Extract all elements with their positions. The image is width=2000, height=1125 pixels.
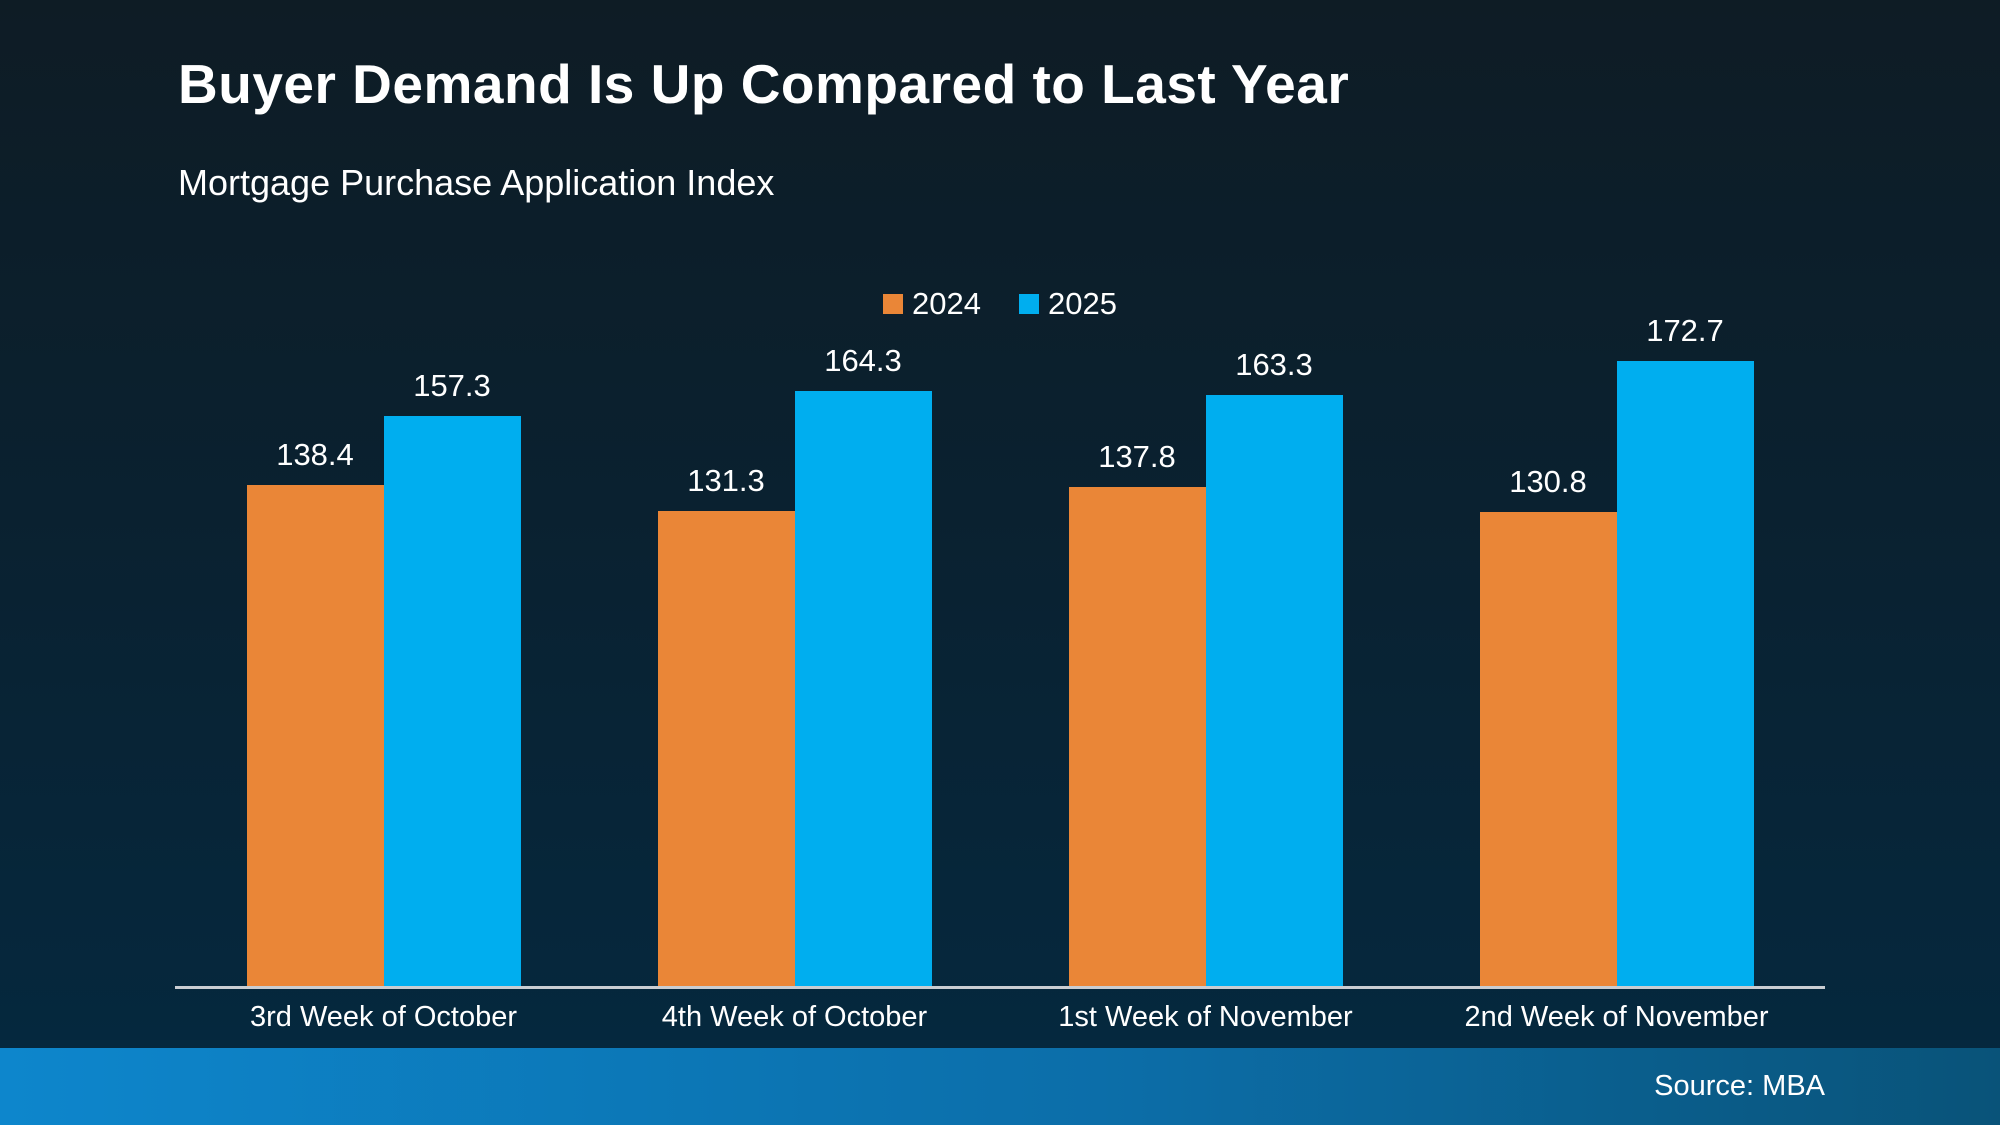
x-axis-label-week3: 1st Week of November <box>1058 1001 1353 1033</box>
value-label-2024-week2: 131.3 <box>687 462 765 498</box>
bar-col-2024-week2: 131.3 <box>657 298 795 986</box>
bar-2025-week1 <box>383 416 521 986</box>
bar-group-week2: 131.3 164.3 <box>589 298 1000 986</box>
bar-col-2024-week1: 138.4 <box>246 298 384 986</box>
bar-group-week1: 138.4 157.3 <box>178 298 589 986</box>
value-label-2025-week3: 163.3 <box>1235 346 1313 382</box>
legend-item-2025: 2025 <box>1019 286 1117 322</box>
bar-2024-week2 <box>657 510 795 986</box>
bar-group-week4: 130.8 172.7 <box>1411 298 1822 986</box>
bar-2025-week2 <box>794 391 932 986</box>
chart-title: Buyer Demand Is Up Compared to Last Year <box>178 53 1350 115</box>
x-axis-label-week2: 4th Week of October <box>661 1001 928 1033</box>
bar-col-2025-week4: 172.7 <box>1616 298 1754 986</box>
plot-area: 138.4 157.3 131.3 164.3 137.8 <box>178 298 1822 986</box>
legend-label-2024: 2024 <box>912 286 981 321</box>
x-axis-label-week1: 3rd Week of October <box>249 1001 518 1033</box>
bar-col-2025-week3: 163.3 <box>1205 298 1343 986</box>
value-label-2025-week4: 172.7 <box>1646 312 1724 348</box>
bar-2024-week1 <box>246 484 384 986</box>
legend: 2024 2025 <box>0 286 2000 322</box>
x-axis-line <box>175 986 1825 989</box>
bar-col-2025-week2: 164.3 <box>794 298 932 986</box>
x-axis-label-week4: 2nd Week of November <box>1464 1001 1769 1033</box>
legend-swatch-2025-icon <box>1019 294 1039 314</box>
x-axis-labels: 3rd Week of October 4th Week of October … <box>178 1001 1822 1034</box>
legend-item-2024: 2024 <box>883 286 981 322</box>
bar-col-2024-week3: 137.8 <box>1068 298 1206 986</box>
source-label: Source: MBA <box>1654 1070 1825 1102</box>
value-label-2024-week1: 138.4 <box>276 436 354 472</box>
bar-col-2024-week4: 130.8 <box>1479 298 1617 986</box>
value-label-2024-week4: 130.8 <box>1509 464 1587 500</box>
value-label-2024-week3: 137.8 <box>1098 439 1176 475</box>
bar-group-week3: 137.8 163.3 <box>1000 298 1411 986</box>
legend-label-2025: 2025 <box>1048 286 1117 321</box>
bar-2025-week3 <box>1205 394 1343 986</box>
value-label-2025-week2: 164.3 <box>824 343 902 379</box>
bar-2024-week4 <box>1479 512 1617 986</box>
footer-bar: Source: MBA <box>0 1048 2000 1125</box>
chart-subtitle: Mortgage Purchase Application Index <box>178 162 775 203</box>
bar-2024-week3 <box>1068 487 1206 986</box>
value-label-2025-week1: 157.3 <box>413 368 491 404</box>
legend-swatch-2024-icon <box>883 294 904 314</box>
bar-col-2025-week1: 157.3 <box>383 298 521 986</box>
bar-2025-week4 <box>1616 360 1754 986</box>
